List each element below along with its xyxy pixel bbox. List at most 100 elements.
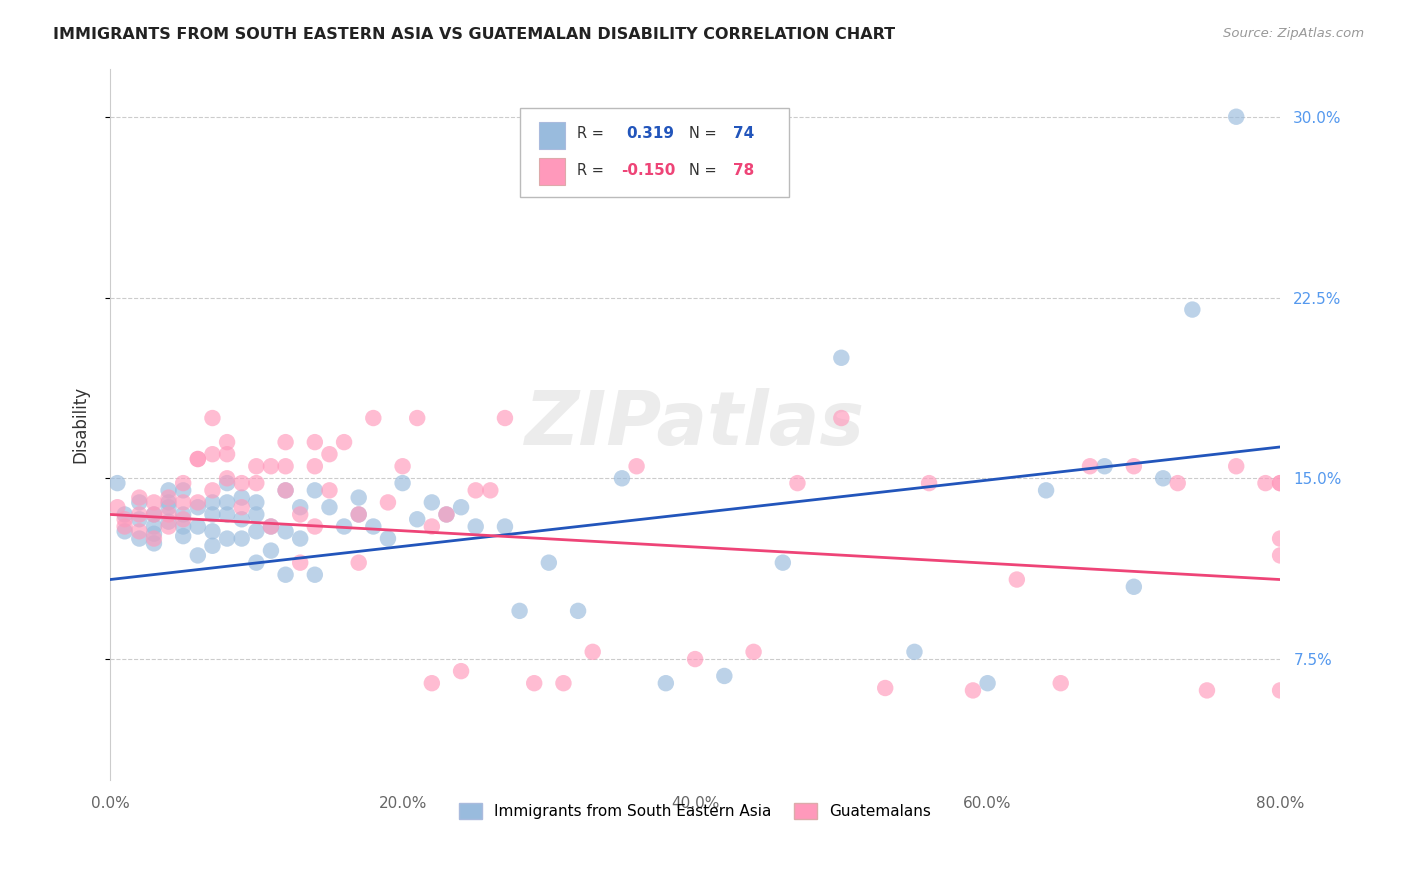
Point xyxy=(436,508,458,522)
Point xyxy=(420,519,443,533)
Point xyxy=(172,483,194,498)
Point xyxy=(290,500,312,515)
Point xyxy=(128,532,150,546)
Point xyxy=(582,645,605,659)
Point xyxy=(105,500,128,515)
Point xyxy=(114,512,136,526)
Point xyxy=(128,512,150,526)
FancyBboxPatch shape xyxy=(540,158,565,185)
Point xyxy=(231,532,253,546)
Point xyxy=(231,500,253,515)
Point xyxy=(172,476,194,491)
Point xyxy=(274,483,297,498)
Point xyxy=(128,524,150,539)
Point xyxy=(786,476,808,491)
Point xyxy=(1122,580,1144,594)
Point xyxy=(274,483,297,498)
Point xyxy=(128,508,150,522)
Text: N =: N = xyxy=(689,126,721,141)
Point xyxy=(391,476,413,491)
Point xyxy=(187,500,209,515)
Point xyxy=(274,567,297,582)
Point xyxy=(114,524,136,539)
Point xyxy=(105,476,128,491)
Point xyxy=(114,508,136,522)
Point xyxy=(274,524,297,539)
Point xyxy=(142,495,165,509)
Point xyxy=(201,447,224,461)
Legend: Immigrants from South Eastern Asia, Guatemalans: Immigrants from South Eastern Asia, Guat… xyxy=(453,797,938,825)
Point xyxy=(260,543,283,558)
Point xyxy=(157,483,180,498)
Point xyxy=(683,652,706,666)
Point xyxy=(114,519,136,533)
Point xyxy=(201,524,224,539)
Point xyxy=(772,556,794,570)
Point xyxy=(420,676,443,690)
Point xyxy=(142,508,165,522)
Point xyxy=(1005,573,1028,587)
Point xyxy=(347,491,370,505)
Point xyxy=(142,526,165,541)
Point xyxy=(479,483,502,498)
Point xyxy=(231,512,253,526)
Point xyxy=(217,447,239,461)
Point xyxy=(509,604,531,618)
Point xyxy=(201,495,224,509)
Point xyxy=(1035,483,1057,498)
Point xyxy=(260,519,283,533)
Text: ZIPatlas: ZIPatlas xyxy=(524,387,865,460)
Point xyxy=(363,411,385,425)
Point xyxy=(347,556,370,570)
Point xyxy=(918,476,941,491)
Point xyxy=(347,508,370,522)
Point xyxy=(1078,459,1101,474)
Point xyxy=(903,645,925,659)
Point xyxy=(655,676,678,690)
Point xyxy=(377,532,399,546)
Point xyxy=(1152,471,1174,485)
Point xyxy=(172,512,194,526)
Point xyxy=(1268,549,1291,563)
Point xyxy=(333,435,356,450)
Point xyxy=(567,604,589,618)
Point xyxy=(201,411,224,425)
Point xyxy=(742,645,765,659)
Point xyxy=(610,471,633,485)
Point xyxy=(626,459,648,474)
Point xyxy=(201,483,224,498)
Point xyxy=(1122,459,1144,474)
Point xyxy=(245,524,267,539)
Point xyxy=(450,664,472,678)
Point xyxy=(128,495,150,509)
Point xyxy=(172,529,194,543)
Point xyxy=(157,515,180,529)
Point xyxy=(142,536,165,550)
Point xyxy=(217,532,239,546)
Point xyxy=(157,519,180,533)
FancyBboxPatch shape xyxy=(540,122,565,149)
Point xyxy=(406,411,429,425)
Point xyxy=(830,411,852,425)
Point xyxy=(231,476,253,491)
FancyBboxPatch shape xyxy=(520,108,789,196)
Text: Source: ZipAtlas.com: Source: ZipAtlas.com xyxy=(1223,27,1364,40)
Point xyxy=(245,508,267,522)
Point xyxy=(187,452,209,467)
Point xyxy=(1225,110,1247,124)
Point xyxy=(464,483,486,498)
Point xyxy=(201,539,224,553)
Point xyxy=(875,681,897,695)
Point xyxy=(304,567,326,582)
Point xyxy=(245,495,267,509)
Point xyxy=(494,519,516,533)
Point xyxy=(1167,476,1189,491)
Point xyxy=(142,519,165,533)
Point xyxy=(217,495,239,509)
Point xyxy=(713,669,735,683)
Point xyxy=(304,459,326,474)
Text: 0.319: 0.319 xyxy=(626,126,673,141)
Point xyxy=(436,508,458,522)
Point xyxy=(290,532,312,546)
Point xyxy=(245,476,267,491)
